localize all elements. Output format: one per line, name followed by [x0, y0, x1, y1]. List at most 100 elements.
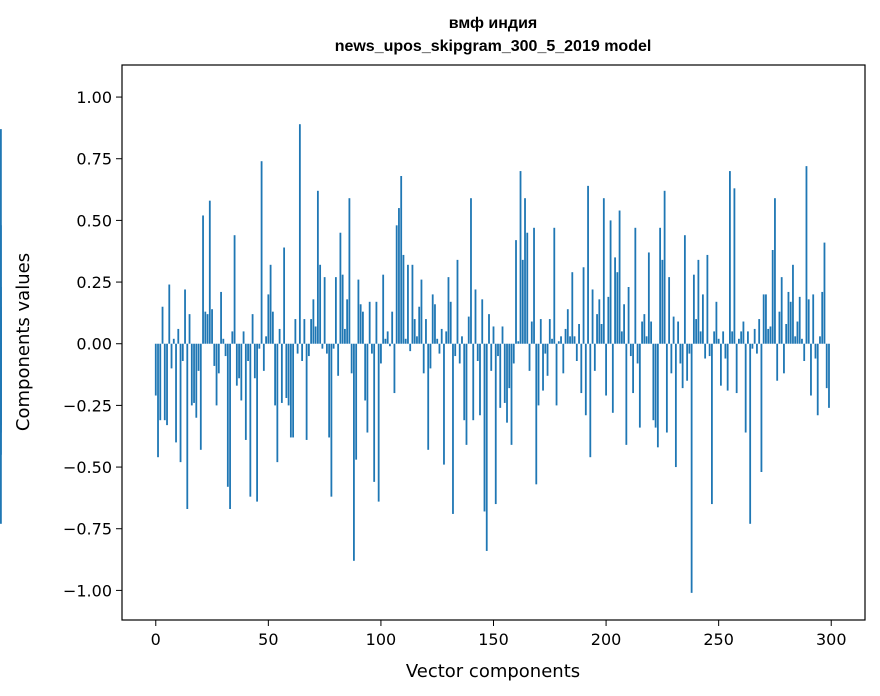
bar: [280, 343, 283, 403]
bar: [321, 343, 324, 349]
bar: [391, 311, 394, 344]
bar: [193, 343, 195, 403]
bar: [749, 343, 752, 524]
bar: [539, 319, 542, 344]
bar: [483, 343, 486, 512]
bar: [402, 254, 405, 344]
bar: [206, 314, 209, 344]
bar: [434, 304, 436, 344]
bar: [659, 227, 662, 344]
bar: [301, 343, 304, 361]
x-axis-label: Vector components: [406, 661, 580, 682]
bar: [598, 299, 601, 344]
bar: [231, 331, 234, 344]
bar: [623, 304, 625, 344]
x-tick-label: 100: [366, 630, 397, 649]
bar: [278, 328, 281, 344]
bar: [582, 267, 585, 344]
bar: [447, 277, 450, 344]
bar: [512, 343, 515, 364]
bar: [524, 198, 526, 344]
bar: [627, 287, 630, 344]
bar: [344, 328, 346, 344]
bar: [720, 343, 722, 386]
bar: [503, 343, 506, 403]
bar: [298, 124, 301, 344]
bar: [533, 227, 535, 344]
y-tick-label: −0.25: [63, 396, 112, 415]
bar: [0, 343, 2, 524]
bar: [762, 294, 765, 344]
bar: [226, 343, 229, 487]
bar: [616, 272, 619, 344]
bar: [238, 343, 240, 379]
bar: [319, 264, 322, 344]
bar: [348, 198, 351, 344]
bar: [454, 343, 457, 357]
bar: [674, 343, 677, 468]
bar: [197, 343, 200, 371]
y-tick-label: 0.00: [76, 335, 112, 354]
bar: [690, 343, 693, 593]
bar: [341, 274, 344, 344]
bar: [465, 343, 468, 445]
bar: [699, 331, 702, 344]
bar: [485, 343, 488, 551]
bar: [425, 319, 427, 344]
bar: [584, 343, 587, 416]
bar: [629, 343, 632, 357]
bar: [364, 343, 367, 401]
bar: [807, 299, 810, 344]
bar: [753, 328, 756, 344]
bar: [665, 343, 668, 433]
bar: [580, 343, 583, 394]
bar: [670, 343, 673, 374]
bar: [154, 343, 157, 396]
chart-title-line2: news_upos_skipgram_300_5_2019 model: [335, 38, 652, 55]
x-tick-label: 150: [478, 630, 509, 649]
bar: [411, 264, 414, 344]
bar: [222, 338, 225, 344]
bar: [235, 343, 238, 386]
bar: [526, 232, 529, 344]
bar: [602, 198, 605, 344]
bar: [654, 343, 657, 428]
bar: [587, 185, 589, 344]
bar: [783, 343, 785, 374]
bar: [353, 343, 355, 561]
bar: [389, 343, 391, 347]
bar: [481, 299, 484, 344]
bar: [184, 289, 186, 344]
bar: [314, 326, 317, 344]
bar: [456, 259, 459, 344]
bar: [569, 336, 571, 344]
bar: [722, 331, 725, 344]
bar: [440, 328, 443, 344]
x-tick-label: 200: [591, 630, 622, 649]
bar: [656, 343, 659, 448]
bar: [519, 171, 522, 344]
bar: [492, 326, 495, 344]
bar: [310, 319, 313, 344]
bar: [260, 161, 263, 344]
bar: [292, 343, 295, 438]
bar: [611, 343, 614, 413]
bar: [647, 252, 650, 344]
bar: [713, 331, 716, 344]
bar: [708, 343, 711, 357]
bar: [181, 343, 184, 361]
bar: [814, 343, 817, 359]
bar: [744, 343, 747, 433]
bar: [445, 331, 448, 344]
bar: [679, 343, 682, 364]
bar: [334, 277, 337, 344]
bar: [819, 336, 821, 344]
bar: [794, 336, 797, 344]
bar: [179, 343, 182, 463]
bar: [188, 314, 191, 344]
bar: [812, 294, 815, 344]
bar: [557, 341, 560, 344]
bar: [544, 343, 547, 354]
bar: [530, 321, 533, 344]
